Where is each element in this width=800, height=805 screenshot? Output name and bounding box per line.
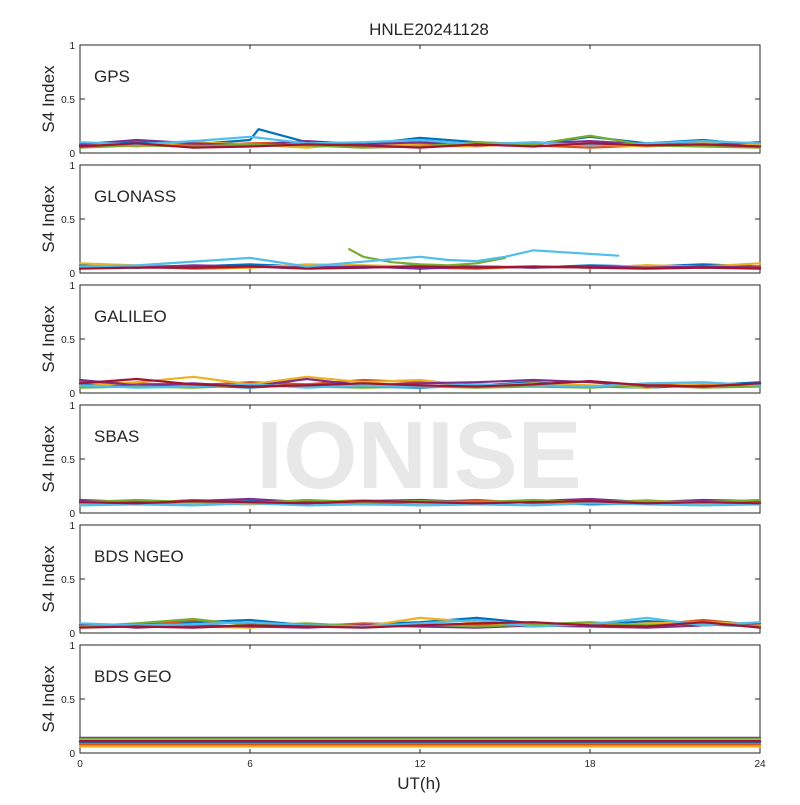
plot-area bbox=[79, 284, 761, 394]
y-tick-label: 0 bbox=[69, 149, 75, 160]
panel: 0 0.5 1 S4 Index GLONASS bbox=[39, 161, 762, 280]
series-line bbox=[78, 500, 762, 505]
series-group bbox=[78, 375, 762, 389]
series-line bbox=[348, 248, 507, 267]
plot-area bbox=[79, 44, 761, 154]
x-tick-label: 0 bbox=[77, 759, 83, 770]
y-tick-label: 0.5 bbox=[61, 335, 75, 346]
y-tick-label: 0.5 bbox=[61, 575, 75, 586]
panel: 0 0.5 1 S4 Index BDS GEO bbox=[39, 641, 762, 760]
series-group bbox=[78, 128, 762, 149]
panel-label: BDS GEO bbox=[94, 667, 171, 686]
y-axis-label: S4 Index bbox=[39, 185, 58, 253]
series-line bbox=[78, 142, 762, 149]
x-tick-label: 18 bbox=[584, 759, 596, 770]
y-tick-label: 1 bbox=[69, 281, 75, 292]
y-tick-label: 0 bbox=[69, 389, 75, 400]
y-tick-label: 0 bbox=[69, 629, 75, 640]
panel-label: SBAS bbox=[94, 427, 139, 446]
y-axis-label: S4 Index bbox=[39, 665, 58, 733]
series-line bbox=[78, 377, 762, 388]
x-tick-label: 12 bbox=[414, 759, 426, 770]
series-line bbox=[78, 616, 762, 628]
plot-area bbox=[79, 164, 761, 274]
y-axis-label: S4 Index bbox=[39, 305, 58, 373]
series-line bbox=[78, 502, 762, 507]
panel-label: GALILEO bbox=[94, 307, 167, 326]
y-tick-label: 1 bbox=[69, 41, 75, 52]
series-line bbox=[78, 135, 762, 147]
y-axis-label: S4 Index bbox=[39, 65, 58, 133]
y-tick-label: 1 bbox=[69, 521, 75, 532]
y-tick-label: 0.5 bbox=[61, 695, 75, 706]
y-tick-label: 1 bbox=[69, 401, 75, 412]
series-line bbox=[78, 249, 620, 268]
x-tick-label: 24 bbox=[754, 759, 766, 770]
plot-area bbox=[79, 524, 761, 634]
y-tick-label: 0 bbox=[69, 269, 75, 280]
series-group bbox=[78, 736, 762, 748]
plot-area bbox=[79, 404, 761, 514]
panel: 0 0.5 1 S4 Index SBAS bbox=[39, 401, 762, 520]
panel: 0 0.5 1 S4 Index BDS NGEO bbox=[39, 521, 762, 640]
y-tick-label: 0 bbox=[69, 509, 75, 520]
series-group bbox=[78, 248, 762, 270]
y-tick-label: 0.5 bbox=[61, 455, 75, 466]
y-tick-label: 0.5 bbox=[61, 215, 75, 226]
y-tick-label: 1 bbox=[69, 641, 75, 652]
y-axis-label: S4 Index bbox=[39, 425, 58, 493]
x-tick-label: 6 bbox=[247, 759, 253, 770]
panels-layer: 0 0.5 1 S4 Index GPS 0 0.5 1 S4 Index GLONASS 0 0.5… bbox=[39, 41, 766, 770]
panel: 0 0.5 1 S4 Index GPS bbox=[39, 41, 762, 160]
x-axis-label: UT(h) bbox=[397, 774, 440, 793]
plot-area bbox=[79, 644, 761, 754]
y-tick-label: 1 bbox=[69, 161, 75, 172]
y-axis-label: S4 Index bbox=[39, 545, 58, 613]
series-group bbox=[78, 497, 762, 507]
series-line bbox=[78, 265, 762, 270]
series-line bbox=[78, 621, 762, 629]
chart-title: HNLE20241128 bbox=[369, 20, 489, 39]
panel-label: GLONASS bbox=[94, 187, 176, 206]
panel-label: BDS NGEO bbox=[94, 547, 184, 566]
panel-label: GPS bbox=[94, 67, 130, 86]
y-tick-label: 0 bbox=[69, 749, 75, 760]
panel: 0 0.5 1 S4 Index GALILEO bbox=[39, 281, 762, 400]
series-group bbox=[78, 616, 762, 629]
watermark: IONISE bbox=[256, 402, 581, 509]
y-tick-label: 0.5 bbox=[61, 95, 75, 106]
